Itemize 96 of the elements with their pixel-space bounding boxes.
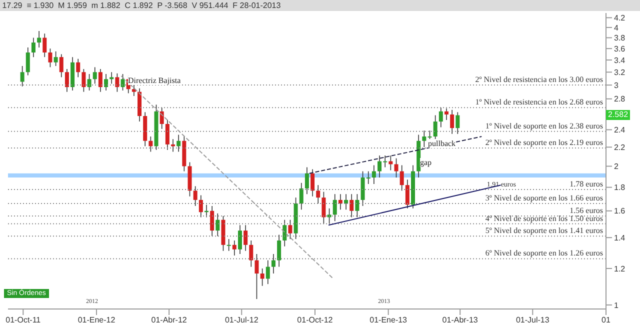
candlestick — [198, 194, 203, 218]
candlestick — [450, 109, 454, 134]
candlestick — [26, 47, 30, 76]
candlestick — [400, 164, 404, 192]
candlestick — [31, 37, 36, 58]
y-tick-label: 4 — [614, 23, 619, 32]
x-tick-label: 01-Abr-13 — [442, 316, 478, 325]
ref-line-label: 4º Nivel de soporte en los 1.50 euros — [485, 214, 603, 223]
y-tick-label: 2.8 — [614, 94, 626, 104]
candlestick — [48, 48, 52, 68]
candlestick — [92, 66, 97, 84]
annotation: gap — [420, 158, 432, 167]
candlestick — [249, 240, 254, 268]
candlestick — [210, 206, 214, 237]
candlestick — [394, 158, 398, 178]
x-tick-label: 01-Ene-12 — [78, 316, 116, 325]
x-tick-label: 01-Jul-13 — [516, 316, 550, 325]
candlestick — [271, 254, 276, 274]
y-tick-label: 3.6 — [614, 44, 626, 54]
candlestick — [438, 107, 443, 128]
candlestick — [444, 108, 448, 120]
x-tick-label: 01-Jul-12 — [224, 316, 259, 325]
candlestick — [160, 107, 164, 130]
candlestick — [254, 254, 259, 300]
candlestick — [216, 213, 220, 237]
y-tick-label: 1.6 — [614, 206, 626, 216]
candlestick — [288, 219, 292, 240]
x-tick-label: 01-Abr-12 — [151, 316, 188, 325]
y-tick-label: 1.2 — [614, 264, 626, 274]
candlestick — [405, 179, 410, 209]
x-tick-label: 01-Oct-11 — [6, 316, 42, 325]
candlestick — [54, 50, 58, 66]
x-tick-label: 01 — [602, 316, 611, 325]
candlestick — [176, 134, 181, 152]
y-tick-label: 2.2 — [614, 142, 626, 152]
candlestick — [338, 194, 342, 210]
candlestick — [316, 184, 320, 204]
ref-line-label: 1º Nivel de resistencia en los 2.68 euros — [475, 98, 603, 107]
y-tick-label: 1.4 — [614, 233, 626, 242]
candlestick — [244, 224, 248, 252]
candlestick — [148, 136, 153, 152]
y-tick-label: 3 — [614, 80, 619, 90]
candlestick — [82, 68, 86, 92]
candlestick — [260, 268, 264, 286]
annotation: pullback — [428, 139, 456, 148]
candlestick — [304, 166, 309, 194]
text: 2.582 — [606, 110, 630, 120]
y-tick-label: 4.2 — [614, 14, 626, 23]
ref-line-label: 1.56 euros — [570, 206, 603, 215]
candlestick — [277, 234, 282, 268]
candlestick — [87, 74, 92, 91]
candlestick — [344, 194, 348, 210]
y-tick-label: 3.8 — [614, 34, 626, 43]
x-tick-label: 01-Oct-12 — [297, 316, 334, 325]
candlestick — [232, 240, 236, 256]
candlestick — [266, 260, 270, 284]
candlestick — [226, 238, 231, 252]
ref-line-label: 3º Nivel de soporte en los 1.66 euros — [485, 194, 603, 203]
text: 17.29 ≡ 1.930 M 1.959 m 1.882 C 1.892 P -3.568 V 951.444 F 28-01-2013 — [0, 0, 640, 11]
candlestick — [372, 164, 376, 184]
candlestick — [104, 74, 108, 91]
y-tick-label: 2.4 — [614, 126, 626, 135]
candlestick — [310, 168, 315, 197]
ref-line-label: 2º Nivel de soporte en los 2.19 euros — [485, 138, 603, 148]
candlestick — [42, 33, 47, 58]
candlestick — [332, 194, 337, 222]
candlestick — [120, 74, 125, 91]
candlestick — [456, 112, 460, 134]
candlestick — [76, 58, 80, 78]
candlestick — [299, 182, 304, 210]
candlestick — [132, 83, 136, 96]
candlestick — [115, 72, 120, 92]
ref-line-label: 1º Nivel de soporte en los 2.38 euros — [485, 121, 603, 130]
ref-line-label: 2º Nivel de resistencia en los 3.00 euros — [475, 75, 603, 84]
candlestick — [64, 68, 69, 92]
ref-line-label: 6º Nivel de soporte en los 1.26 euros — [485, 248, 603, 258]
y-tick-label: 3.2 — [614, 68, 626, 77]
ref-line-label: 1.78 euros — [570, 180, 603, 189]
x-tick-label: 01-Ene-13 — [370, 316, 408, 325]
candlestick — [355, 194, 360, 218]
candlestick — [165, 120, 170, 150]
ref-line-label: 5º Nivel de soporte en los 1.41 euros — [485, 226, 603, 236]
y-tick-label: 1.8 — [614, 183, 626, 192]
candlestick — [59, 54, 64, 78]
candlestick — [98, 68, 102, 92]
y-tick-label: 2 — [614, 162, 619, 172]
annotation: Directriz Bajista — [128, 76, 181, 85]
candlestick — [20, 66, 24, 87]
candlestick — [193, 186, 198, 206]
candlestick — [322, 191, 326, 224]
candlestick — [238, 224, 242, 254]
candlestick — [350, 194, 354, 218]
candlestick — [37, 30, 42, 48]
y-tick-label: 3.4 — [614, 56, 626, 65]
y-tick-label: 1 — [614, 300, 619, 310]
candlestick — [110, 72, 114, 84]
